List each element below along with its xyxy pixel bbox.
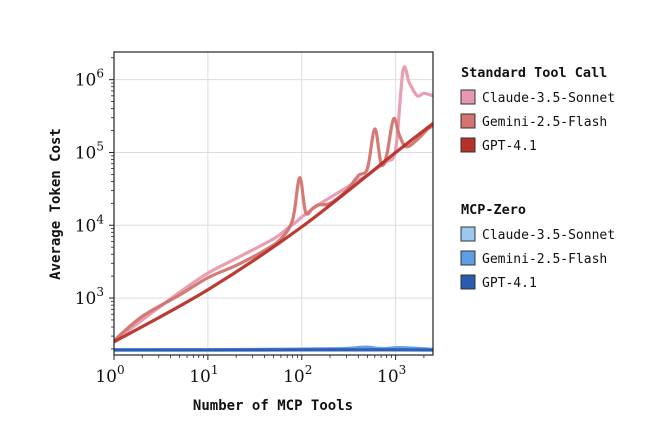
x-axis: 100 101 102 103 [95, 355, 425, 387]
legend-heading-standard-tool-call: Standard Tool Call [461, 65, 607, 81]
x-tick-exponent: 1 [211, 363, 219, 377]
y-tick-base: 10 [75, 289, 97, 309]
legend-heading-mcp-zero: MCP-Zero [461, 202, 526, 218]
x-tick-exponent: 2 [305, 363, 313, 377]
legend-label-claude-3-5-sonnet: Claude-3.5-Sonnet [482, 228, 615, 243]
x-tick-base: 10 [95, 367, 117, 387]
y-tick-exponent: 3 [96, 285, 104, 299]
legend-label-claude-3-5-sonnet: Claude-3.5-Sonnet [482, 91, 615, 106]
legend: Standard Tool Call Claude-3.5-Sonnet Gemin… [460, 65, 615, 291]
y-tick-exponent: 4 [96, 212, 104, 226]
x-tick-exponent: 3 [399, 363, 407, 377]
x-tick-label: 102 [283, 363, 312, 387]
series-line-standard-tool-call-gpt-4-1 [114, 121, 433, 344]
legend-label-gemini-2-5-flash: Gemini-2.5-Flash [482, 115, 607, 130]
grid [113, 52, 433, 355]
legend-swatch-claude-3-5-sonnet [460, 226, 476, 242]
y-tick-base: 10 [75, 71, 97, 91]
legend-label-gemini-2-5-flash: Gemini-2.5-Flash [482, 252, 607, 267]
y-tick-label: 105 [75, 139, 104, 163]
y-tick-exponent: 6 [96, 67, 104, 81]
legend-label-gpt-4-1: GPT-4.1 [482, 139, 537, 154]
x-tick-label: 100 [95, 363, 124, 387]
legend-swatch-claude-3-5-sonnet [460, 89, 476, 105]
x-tick-base: 10 [283, 367, 305, 387]
x-tick-label: 103 [377, 363, 406, 387]
x-tick-base: 10 [189, 367, 211, 387]
y-tick-exponent: 5 [96, 139, 104, 153]
series-line-standard-tool-call-claude-3-5-sonnet [114, 65, 433, 343]
x-axis-label: Number of MCP Tools [193, 398, 353, 414]
legend-swatch-gemini-2-5-flash [460, 250, 476, 266]
legend-swatch-gpt-4-1 [460, 274, 476, 290]
legend-label-gpt-4-1: GPT-4.1 [482, 276, 537, 291]
y-tick-label: 106 [75, 67, 104, 91]
y-tick-label: 104 [75, 212, 105, 236]
y-axis-label: Average Token Cost [48, 128, 64, 280]
x-tick-base: 10 [377, 367, 399, 387]
x-tick-exponent: 0 [117, 363, 125, 377]
legend-swatch-gpt-4-1 [460, 137, 476, 153]
plot-frame [113, 51, 434, 356]
y-tick-label: 103 [75, 285, 104, 309]
y-tick-base: 10 [75, 216, 97, 236]
legend-swatch-gemini-2-5-flash [460, 113, 476, 129]
x-tick-label: 101 [189, 363, 218, 387]
y-tick-base: 10 [75, 143, 97, 163]
series-lines [114, 65, 433, 352]
